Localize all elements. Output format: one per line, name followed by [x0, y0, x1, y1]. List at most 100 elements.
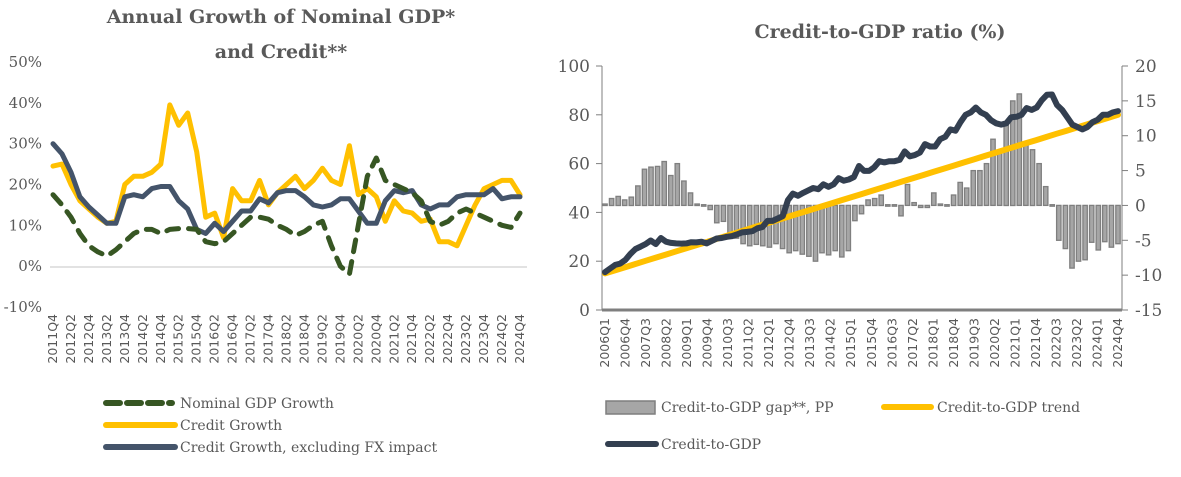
x-tick-label: 2011Q4	[45, 314, 60, 364]
y-tick-label: -10%	[4, 298, 42, 316]
x-tick-label: 2019Q3	[966, 318, 981, 368]
gap-bar	[1115, 204, 1121, 245]
gap-bar	[865, 199, 871, 207]
gap-bar	[1042, 185, 1049, 207]
gap-bar	[924, 204, 931, 209]
gap-bar	[1016, 93, 1023, 207]
x-tick-label: 2023Q2	[458, 314, 473, 364]
x-tick-label: 2017Q2	[905, 318, 920, 368]
legend-label-credit-growth: Credit Growth	[180, 418, 282, 434]
y-tick-label-left: 60	[568, 155, 590, 175]
gap-bar	[950, 194, 957, 207]
gap-bar	[786, 204, 793, 254]
chart-growth-title-line-2: and Credit**	[215, 41, 347, 63]
y-tick-label: 20%	[9, 176, 42, 194]
legend-label-credit-growth-ex-fx: Credit Growth, excluding FX impact	[180, 440, 437, 456]
gap-bar	[957, 181, 964, 207]
gap-bar	[766, 204, 773, 248]
x-tick-label: 2015Q1	[843, 318, 858, 368]
y-tick-label-right: 5	[1135, 162, 1146, 182]
series-credit-to-gdp	[602, 91, 1121, 276]
gap-bar	[1082, 204, 1088, 261]
gap-bar	[687, 192, 694, 207]
gap-bar	[648, 166, 654, 207]
y-tick-label-right: -10	[1135, 266, 1162, 286]
gap-bar	[845, 204, 852, 252]
chart-growth-title-line-1: Annual Growth of Nominal GDP*	[106, 6, 456, 28]
x-tick-label: 2006Q1	[597, 318, 612, 368]
gap-bar	[911, 201, 917, 207]
gap-bar	[707, 204, 714, 211]
gap-bar	[898, 204, 904, 217]
legend-swatch-gap	[605, 400, 656, 415]
x-tick-label: 2015Q4	[864, 318, 879, 368]
x-tick-label: 2018Q1	[925, 318, 940, 368]
gap-bar	[602, 203, 608, 207]
y-tick-label-right: 10	[1135, 127, 1157, 147]
gap-bar	[792, 204, 799, 252]
gap-bar	[654, 165, 661, 207]
x-tick-label: 2024Q1	[1089, 318, 1104, 368]
series-credit-growth	[50, 102, 523, 249]
x-tick-label: 2020Q2	[350, 314, 365, 364]
x-tick-label: 2024Q4	[512, 314, 527, 364]
y-tick-label-right: -15	[1135, 301, 1162, 321]
gap-bar	[1095, 204, 1102, 251]
gap-bar	[990, 138, 996, 207]
gap-bar	[1108, 204, 1115, 248]
gap-bar	[819, 204, 825, 254]
y-tick-label-right: 15	[1135, 92, 1157, 112]
x-tick-label: 2017Q2	[243, 314, 258, 364]
gap-bar	[996, 152, 1003, 207]
x-tick-label: 2023Q2	[1069, 318, 1084, 368]
gap-bar	[838, 204, 845, 258]
x-tick-label: 2016Q2	[207, 314, 222, 364]
x-tick-label: 2019Q4	[332, 314, 347, 364]
x-tick-label: 2013Q2	[99, 314, 114, 364]
y-tick-label-left: 20	[568, 252, 590, 272]
y-tick-label: 50%	[9, 53, 42, 71]
gap-bar	[1075, 204, 1082, 262]
x-tick-label: 2021Q1	[1007, 318, 1022, 368]
gap-bar	[1023, 142, 1029, 207]
gap-bar	[1055, 204, 1062, 241]
gap-bar	[1088, 204, 1095, 243]
gap-bar	[1062, 204, 1069, 250]
gap-bar	[674, 162, 681, 207]
gap-bar	[773, 204, 779, 245]
x-tick-label: 2021Q4	[1028, 318, 1043, 368]
gap-bar	[858, 204, 865, 215]
y-tick-label-right: 0	[1135, 196, 1146, 216]
y-tick-label-left: 80	[568, 106, 590, 126]
gap-bar	[681, 180, 687, 207]
y-tick-label-right: -5	[1135, 231, 1152, 251]
gap-bar	[713, 204, 720, 224]
gap-bar	[1003, 124, 1010, 207]
legend-label-credit-to-gdp: Credit-to-GDP	[661, 437, 761, 453]
x-tick-label: 2014Q4	[153, 314, 168, 364]
x-tick-label: 2012Q1	[761, 318, 776, 368]
x-tick-label: 2015Q4	[189, 314, 204, 364]
gap-bar	[1101, 204, 1108, 243]
x-tick-label: 2008Q2	[659, 318, 674, 368]
x-tick-label: 2016Q4	[225, 314, 240, 364]
gap-bar	[832, 204, 839, 252]
gap-bar	[825, 204, 832, 256]
y-tick-label-left: 40	[568, 203, 590, 223]
gap-bar	[963, 187, 970, 207]
gap-bar	[871, 197, 878, 207]
gap-bar	[799, 204, 806, 255]
gap-bar	[944, 204, 950, 207]
x-tick-label: 2024Q2	[494, 314, 509, 364]
gap-bar	[1036, 162, 1042, 207]
x-tick-label: 2022Q4	[440, 314, 455, 364]
gap-bar	[983, 162, 990, 207]
y-tick-label-right: 20	[1135, 57, 1157, 77]
y-tick-label: 30%	[9, 135, 42, 153]
gap-bar	[1069, 204, 1075, 269]
series-credit-to-gdp-trend	[602, 111, 1121, 277]
gap-bar	[878, 194, 885, 207]
gap-bar	[1009, 100, 1016, 207]
legend-credit-to-gdp: Credit-to-GDP gap**, PP Credit-to-GDP tr…	[605, 400, 1080, 453]
